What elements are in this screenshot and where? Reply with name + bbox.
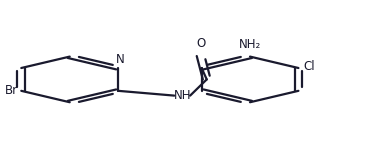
- Text: Br: Br: [4, 84, 18, 97]
- Text: NH: NH: [173, 89, 191, 102]
- Text: O: O: [196, 37, 205, 50]
- Text: N: N: [116, 53, 124, 66]
- Text: NH₂: NH₂: [239, 38, 261, 51]
- Text: Cl: Cl: [304, 60, 315, 73]
